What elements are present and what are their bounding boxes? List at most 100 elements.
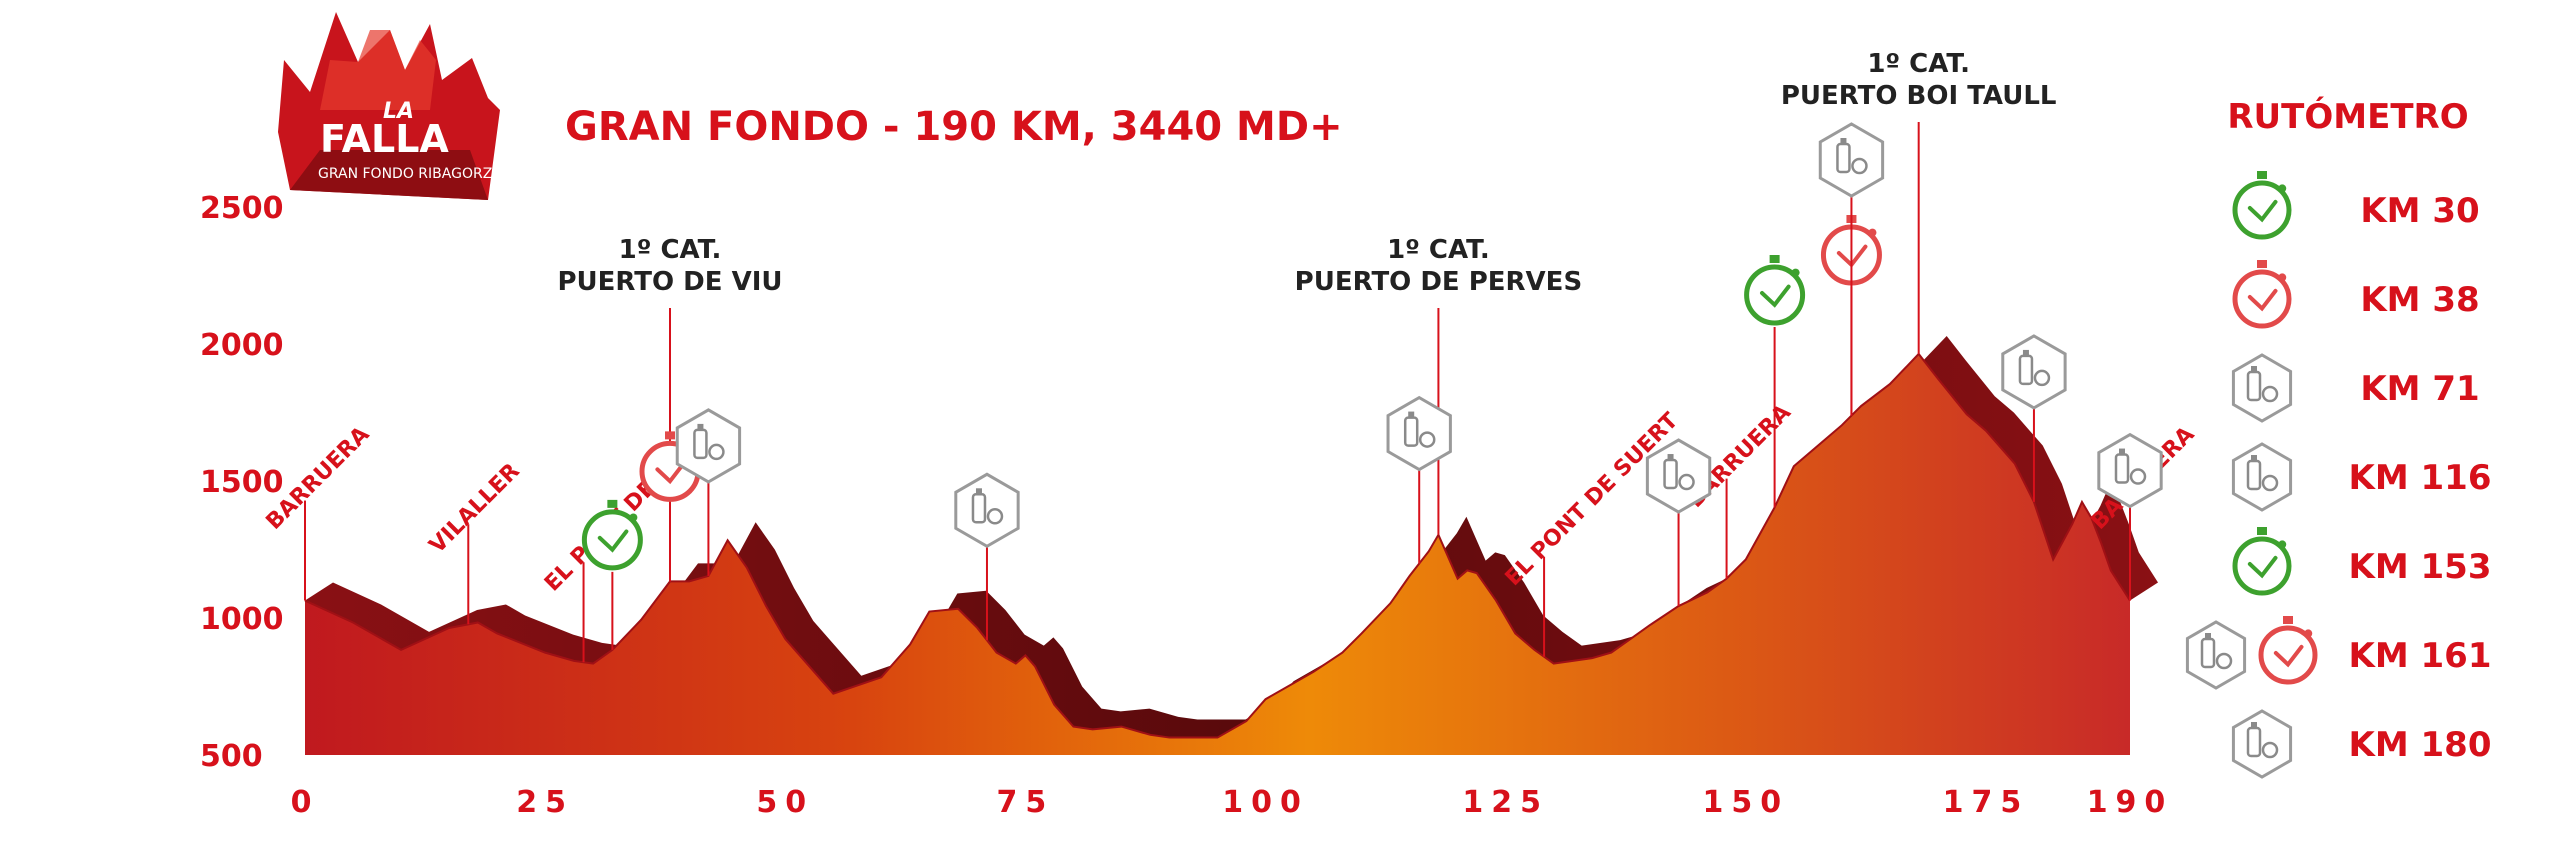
y-tick-label: 2500 xyxy=(200,191,284,226)
feed-bottle-cap xyxy=(2022,349,2029,356)
logo-crown-shadow xyxy=(290,150,488,200)
profile-line xyxy=(304,352,2131,739)
feed-hexagon xyxy=(2231,709,2293,779)
rutometro-km-label: KM 116 xyxy=(2349,458,2492,498)
rutometro-km-label: KM 71 xyxy=(2360,369,2479,409)
stopwatch-face xyxy=(2232,536,2292,596)
logo-crown-highlight xyxy=(320,30,436,110)
x-tick-label: 100 xyxy=(1222,785,1309,820)
feed-apple xyxy=(1851,157,1868,175)
y-axis: 500 1000 1500 2000 2500 xyxy=(200,191,284,774)
feed-hexagon xyxy=(1645,438,1712,514)
rutometro-row: KM 30 xyxy=(2232,171,2480,240)
x-tick-label: 125 xyxy=(1462,785,1549,820)
feed-apple xyxy=(2261,474,2279,492)
x-tick-label: 150 xyxy=(1702,785,1789,820)
logo-sub-text: GRAN FONDO RIBAGORZA xyxy=(318,166,502,182)
feed-hexagon xyxy=(2231,442,2293,512)
climb-name-label: PUERTO DE VIU xyxy=(558,267,783,297)
feed-apple xyxy=(986,508,1004,525)
feed-bottle-cap xyxy=(1840,138,1847,144)
feed-apple xyxy=(2261,741,2279,759)
y-tick-label: 1000 xyxy=(200,602,284,637)
feed-station-icon xyxy=(2231,709,2293,779)
stopwatch-button xyxy=(2278,273,2287,282)
feed-hexagon xyxy=(2097,432,2163,509)
annotation: 1º CAT.PUERTO DE PERVES xyxy=(1295,235,1582,535)
stopwatch-crown xyxy=(1769,255,1780,263)
feed-station-icon xyxy=(675,408,742,484)
annotation: 1º CAT.PUERTO BOI TAULL xyxy=(1781,49,2057,354)
stopwatch-green-icon xyxy=(581,499,643,571)
stopwatch-hands xyxy=(655,460,686,485)
rutometro-km-label: KM 30 xyxy=(2360,191,2479,231)
logo-name-text: FALLA xyxy=(320,117,449,161)
stopwatch-hands xyxy=(2247,288,2278,312)
rutometro-km-label: KM 180 xyxy=(2349,725,2492,765)
x-tick-label: 50 xyxy=(756,785,814,820)
feed-apple xyxy=(1418,431,1436,448)
feed-station-icon xyxy=(2001,334,2067,410)
feed-hexagon xyxy=(2231,353,2293,423)
stopwatch-button xyxy=(1791,268,1800,277)
feed-apple xyxy=(2129,468,2147,485)
x-axis: 0 25 50 75 100 125 150 175 190 xyxy=(291,785,2166,820)
feed-apple xyxy=(2261,385,2279,403)
stopwatch-face xyxy=(2232,180,2292,240)
feed-bottle-cap xyxy=(2119,448,2125,455)
climb-category-label: 1º CAT. xyxy=(619,235,722,265)
stopwatch-button xyxy=(2278,540,2287,549)
stopwatch-button xyxy=(2278,184,2287,193)
feed-station-icon xyxy=(2231,442,2293,512)
stopwatch-crown xyxy=(2257,527,2267,535)
feed-bottle-cap xyxy=(975,488,982,495)
feed-bottle-cap xyxy=(2205,633,2211,639)
stopwatch-button xyxy=(1868,228,1877,237)
y-tick-label: 1500 xyxy=(200,465,284,500)
feed-hexagon xyxy=(1818,122,1885,198)
stopwatch-red-icon xyxy=(2232,260,2292,329)
feed-apple xyxy=(2033,369,2051,387)
annotation: VILALLER xyxy=(425,459,525,625)
stopwatch-green-icon xyxy=(2232,171,2292,240)
feed-apple xyxy=(1678,473,1695,491)
rutometro-km-label: KM 161 xyxy=(2349,636,2492,676)
feed-bottle-cap xyxy=(2251,366,2257,372)
stopwatch-face xyxy=(581,509,643,571)
profile-area xyxy=(304,335,2158,755)
stopwatch-crown xyxy=(2283,616,2293,624)
rutometro-row: KM 38 xyxy=(2232,260,2480,329)
feed-station-icon xyxy=(1386,395,1452,472)
stopwatch-crown xyxy=(607,499,618,508)
climb-name-label: PUERTO BOI TAULL xyxy=(1781,81,2057,111)
stopwatch-hands xyxy=(2247,555,2278,579)
x-tick-label: 175 xyxy=(1943,785,2030,820)
feed-station-icon xyxy=(2097,432,2163,509)
stopwatch-green-icon xyxy=(1744,255,1806,326)
feed-bottle-cap xyxy=(1667,454,1674,461)
stopwatch-crown xyxy=(665,431,675,440)
feed-station-icon xyxy=(1818,122,1885,198)
feed-station-icon xyxy=(1645,438,1712,514)
rutometro-row: KM 161 xyxy=(2185,616,2492,690)
feed-hexagon xyxy=(1386,395,1452,472)
logo-top-text: LA xyxy=(383,99,414,124)
stopwatch-face xyxy=(2258,625,2318,685)
rutometro-legend: RUTÓMETRO KM 30 KM 38 KM 71 KM 116 KM 153 KM … xyxy=(2185,96,2492,779)
feed-hexagon xyxy=(2185,620,2247,690)
climb-category-label: 1º CAT. xyxy=(1387,235,1490,265)
rutometro-row: KM 153 xyxy=(2232,527,2492,596)
feed-hexagon xyxy=(675,408,742,484)
place-label: VILALLER xyxy=(425,459,525,559)
markers xyxy=(581,122,2163,650)
stopwatch-face xyxy=(1744,264,1806,326)
y-tick-label: 500 xyxy=(200,739,263,774)
feed-hexagon xyxy=(2001,334,2067,410)
profile-ridge xyxy=(305,335,2158,738)
stopwatch-crown xyxy=(2257,171,2267,179)
climb-category-label: 1º CAT. xyxy=(1867,49,1970,79)
rutometro-km-label: KM 38 xyxy=(2360,280,2479,320)
rutometro-row: KM 180 xyxy=(2231,709,2492,779)
x-tick-label: 75 xyxy=(997,785,1055,820)
logo: LA FALLA GRAN FONDO RIBAGORZA xyxy=(278,12,502,200)
